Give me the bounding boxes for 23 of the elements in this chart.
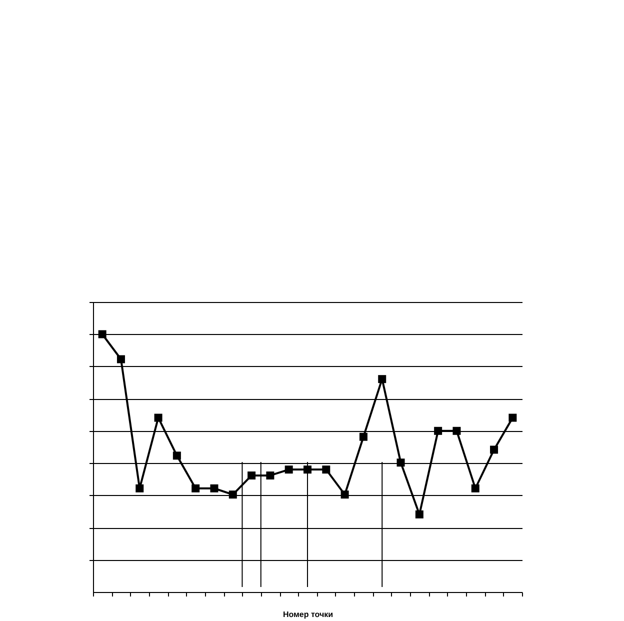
point (340, 490, 349, 499)
point (490, 446, 498, 454)
point (452, 426, 461, 435)
point (378, 375, 386, 384)
point (359, 432, 368, 441)
point (248, 471, 256, 480)
point (136, 484, 144, 492)
point (192, 484, 200, 492)
point (415, 510, 424, 518)
point (396, 458, 405, 467)
point (210, 484, 218, 492)
x-axis-title: Номер точки (282, 610, 334, 619)
point (471, 484, 480, 492)
point (154, 414, 162, 422)
point (228, 490, 237, 499)
point (508, 414, 517, 422)
point (322, 466, 330, 474)
point (172, 452, 181, 460)
point (116, 355, 125, 364)
point (266, 471, 274, 480)
point (98, 330, 106, 338)
point (434, 426, 442, 435)
point (284, 466, 293, 474)
